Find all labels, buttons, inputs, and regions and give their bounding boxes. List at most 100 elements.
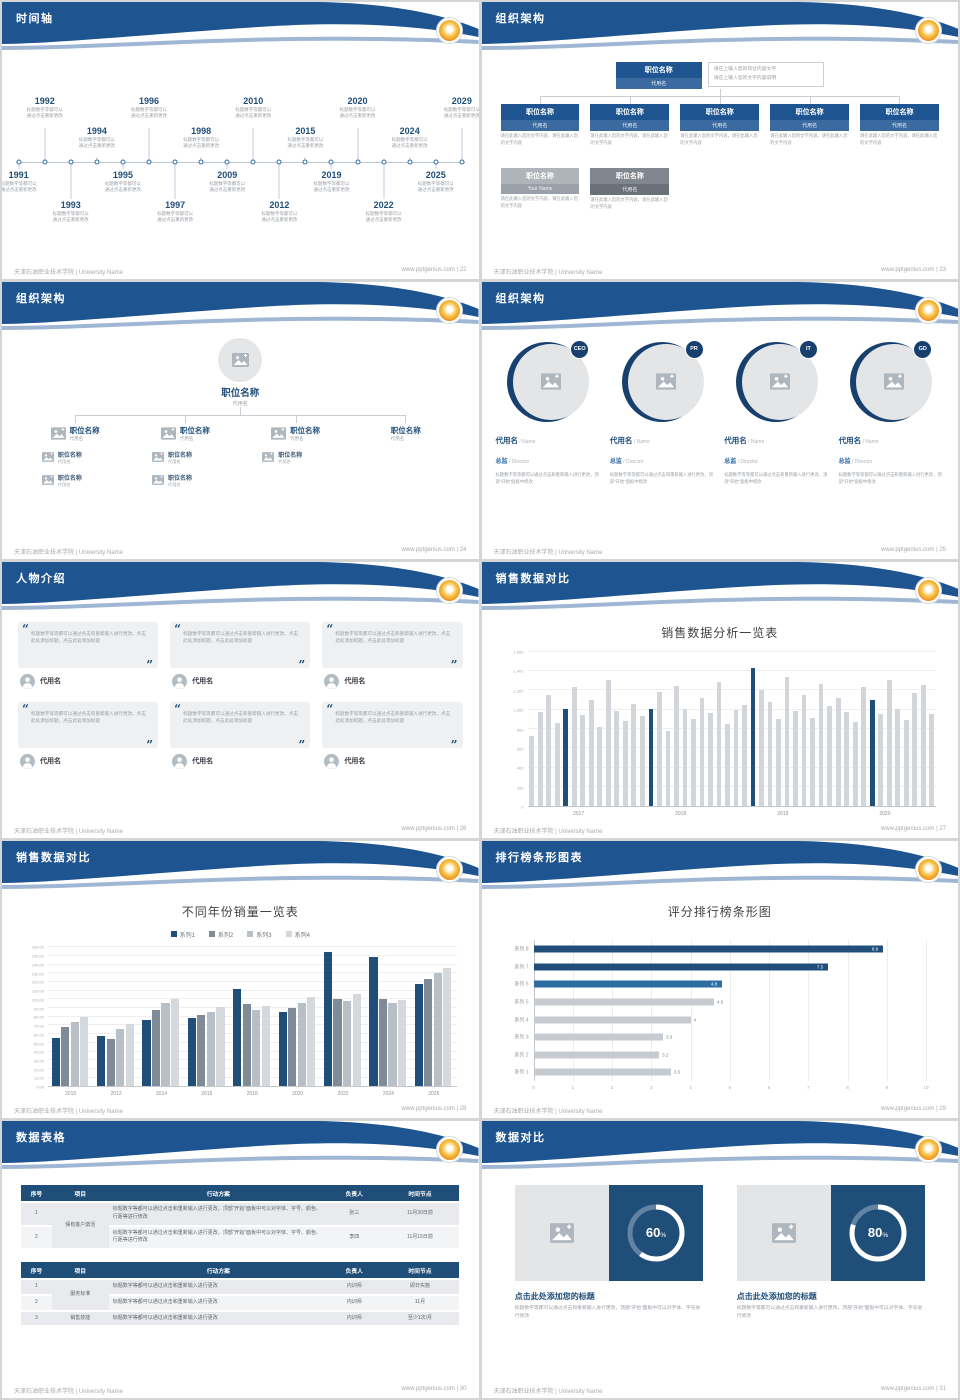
image-placeholder-icon [41,475,54,486]
slide-data-tables[interactable]: 数据表格 序号 项目 行动方案 负责人 时间节点 1 保有客户激活 标题数字等都可以通过点击和… [2,1121,479,1398]
org-box: 职位名称 代用名 [500,104,580,131]
slide-org-tree[interactable]: 组织架构 职位名称 代用名 职位名称 代用名 职位名称 代用名 职位名称 代用名 职位名称 代用名… [2,281,479,559]
gridline [48,981,457,983]
school-logo [915,576,942,604]
slide-people[interactable]: 人物介绍 “标题数字等等都可以通过点击和重新输入进行更改，点击此处添加标题，点击… [2,561,479,839]
footer-page: 22 [459,266,467,273]
table-row[interactable]: 1 服务标准 标题数字等都可以通过点击和重新输入进行更改 内训师 即日实施 [21,1280,460,1310]
timeline-node[interactable] [381,159,387,165]
logo-emblem [918,859,939,881]
slide-sales-grouped[interactable]: 销售数据对比 不同年份销量一览表 系列1 系列2 系列3 系列4 0.00 10.00 2… [2,841,479,1119]
sub-photo [41,452,54,463]
org-child[interactable]: 职位名称 代用名 请在此输入您的文字内容，请在此输入您的文字内容 [860,104,939,146]
category-label: 系列 3 [514,1034,529,1041]
category-label: 系列 6 [514,981,529,988]
table-row[interactable]: 3 销售技能 标题数字等都可以通过点击和重新输入进行更改 内训师 至少1次/月 [21,1311,460,1326]
slide-title: 排行榜条形图表 [495,852,583,865]
leader[interactable]: PR 代用名 / Name 总监 / Director 标题数字等等都可以通过点击和重… [609,339,715,486]
bar [233,989,242,1087]
slide-org-circles[interactable]: 组织架构 CEO 代用名 / Name 总监 / Director 标题数字等等都可以… [481,281,958,559]
timeline-caption: 标题数字等都可以通过点击重新更改 [131,107,167,118]
sub-title: 职位名称 [57,452,82,459]
timeline-node[interactable] [250,159,256,165]
timeline-node[interactable] [198,159,204,165]
timeline-node[interactable] [16,159,22,165]
timeline-node[interactable] [224,159,230,165]
timeline-node[interactable] [459,159,465,165]
gridline [527,669,936,671]
timeline-node[interactable] [68,159,74,165]
org-extra[interactable]: 职位名称 代用名 请在此输入您的文字内容，请在此输入您的文字内容 [590,168,670,210]
timeline-node[interactable] [355,159,361,165]
person-card[interactable]: “标题数字等等都可以通过点击和重新输入进行更改，点击此处添加标题，点击此处添加标… [170,621,311,689]
person-card[interactable]: “标题数字等等都可以通过点击和重新输入进行更改，点击此处添加标题，点击此处添加标… [18,701,159,769]
slide-timeline[interactable]: 时间轴 1991 标题数字等都可以通过点击重新更改 1992 标题数字等都可以通过点击… [2,2,479,279]
y-tick-label: 200 [516,785,524,791]
compare-donut: 60% [608,1185,703,1282]
org2-branch[interactable]: 职位名称 代用名 职位名称 代用名 职位名称 代用名 [136,425,235,488]
quote-bubble: “标题数字等等都可以通过点击和重新输入进行更改，点击此处添加标题，点击此处添加标… [170,701,311,752]
leader-desc: 标题数字等等都可以通过点击和重新输入进行更改，顶部“开始”面板中修改 [609,471,713,484]
slide-data-compare[interactable]: 数据对比 60% 点击此处添加您的标题 标题数字等都可以通过点击和重新输入进行更改，… [481,1121,958,1398]
slide-header: 人物介绍 [2,561,479,614]
image-placeholder-icon [152,452,165,463]
school-logo [915,856,942,884]
table-row[interactable]: 2 标题数字等都可以通过点击和重新输入进行更改，顶部“开始”面板中可以对字体、字号… [21,1226,460,1249]
leader[interactable]: CEO 代用名 / Name 总监 / Director 标题数字等等都可以通过点击和… [496,339,601,486]
org-child[interactable]: 职位名称 代用名 请在此输入您的文字内容，请在此输入您的文字内容 [590,104,670,146]
person-card[interactable]: “标题数字等等都可以通过点击和重新输入进行更改，点击此处添加标题，点击此处添加标… [322,621,463,689]
quote-open-icon: “ [326,621,334,636]
timeline-node[interactable] [407,159,413,165]
leader-desc: 标题数字等等都可以通过点击和重新输入进行更改，顶部“开始”面板中修改 [838,471,942,484]
footer-sep: | [934,1106,940,1113]
person-card[interactable]: “标题数字等等都可以通过点击和重新输入进行更改，点击此处添加标题，点击此处添加标… [322,701,463,769]
org-child[interactable]: 职位名称 代用名 请在此输入您的文字内容，请在此输入您的文字内容 [770,104,850,146]
bar [278,1011,287,1087]
timeline-node[interactable] [172,159,178,165]
gridline [527,786,936,788]
y-tick-label: 400 [516,765,524,771]
leader-name-en: / Name [861,438,879,445]
header-wave [481,561,958,610]
table-row[interactable]: 2 标题数字等都可以通过点击和重新输入进行更改 内训师 11月 [21,1295,460,1310]
timeline-node[interactable] [42,159,48,165]
slide-sales-columns[interactable]: 销售数据对比 销售数据分析一览表 0 200 400 600 800 1,000 1,200… [481,561,958,839]
leader-name: 代用名 [609,435,633,445]
person-card[interactable]: “标题数字等等都可以通过点击和重新输入进行更改，点击此处添加标题，点击此处添加标… [170,701,311,769]
org2-branch[interactable]: 职位名称 代用名 职位名称 代用名 [246,425,345,465]
bar [433,973,442,1087]
bar [563,709,569,807]
slide-ranking-bars[interactable]: 排行榜条形图表 评分排行榜条形图 8.9 7.5 4.8 4.6 4 3.3 3.2 3.5 系… [481,841,958,1119]
bar [818,683,824,807]
timeline-node[interactable] [302,159,308,165]
person-card[interactable]: “标题数字等等都可以通过点击和重新输入进行更改，点击此处添加标题，点击此处添加标… [18,621,159,689]
timeline-node[interactable] [94,159,100,165]
leader[interactable]: IT 代用名 / Name 总监 / Director 标题数字等等都可以通过点击和重… [724,339,829,486]
compare-card[interactable]: 60% 点击此处添加您的标题 标题数字等都可以通过点击和重新输入进行更改，顶部“开始… [514,1185,703,1321]
y-tick-label: 600 [516,746,524,752]
table-row[interactable]: 1 保有客户激活 标题数字等都可以通过点击和重新输入进行更改，顶部“开始”面板中可以… [21,1203,460,1249]
footer-page: 28 [459,1106,467,1113]
org2-branch[interactable]: 职位名称 代用名 [356,425,455,442]
timeline-node[interactable] [276,159,282,165]
timeline-year: 2019 [321,170,342,180]
timeline-node[interactable] [146,159,152,165]
org-child[interactable]: 职位名称 代用名 请在此输入您的文字内容，请在此输入您的文字内容 [680,104,760,146]
org-child[interactable]: 职位名称 代用名 请在此输入您的文字内容，请在此输入您的文字内容 [500,104,580,146]
org-extra[interactable]: 职位名称 Your Name 请在此输入您的文字内容，请在此输入您的文字内容 [500,168,580,209]
leader[interactable]: GD 代用名 / Name 总监 / Director 标题数字等等都可以通过点击和重… [838,339,944,486]
connector-line [75,414,77,423]
slide-org-boxes[interactable]: 组织架构 职位名称 代用名 请在上输入您的岗位内容文字 请在上输入您的文字内容说明 职位… [481,2,958,279]
x-tick-label: 2 [610,1085,614,1091]
org2-branch-head: 职位名称 代用名 [26,425,125,442]
timeline-node[interactable] [433,159,439,165]
table-cell: 1 [21,1203,52,1225]
timeline-node[interactable] [120,159,126,165]
y-tick-label: 0 [521,804,524,810]
bar [533,945,883,953]
org2-branch[interactable]: 职位名称 代用名 职位名称 代用名 职位名称 代用名 [26,425,125,488]
table-header-cell: 行动方案 [108,1262,328,1279]
compare-card[interactable]: 80% 点击此处添加您的标题 标题数字等都可以通过点击和重新输入进行更改，顶部“开始… [736,1185,925,1321]
timeline-node[interactable] [328,159,334,165]
logo-emblem [438,859,460,881]
